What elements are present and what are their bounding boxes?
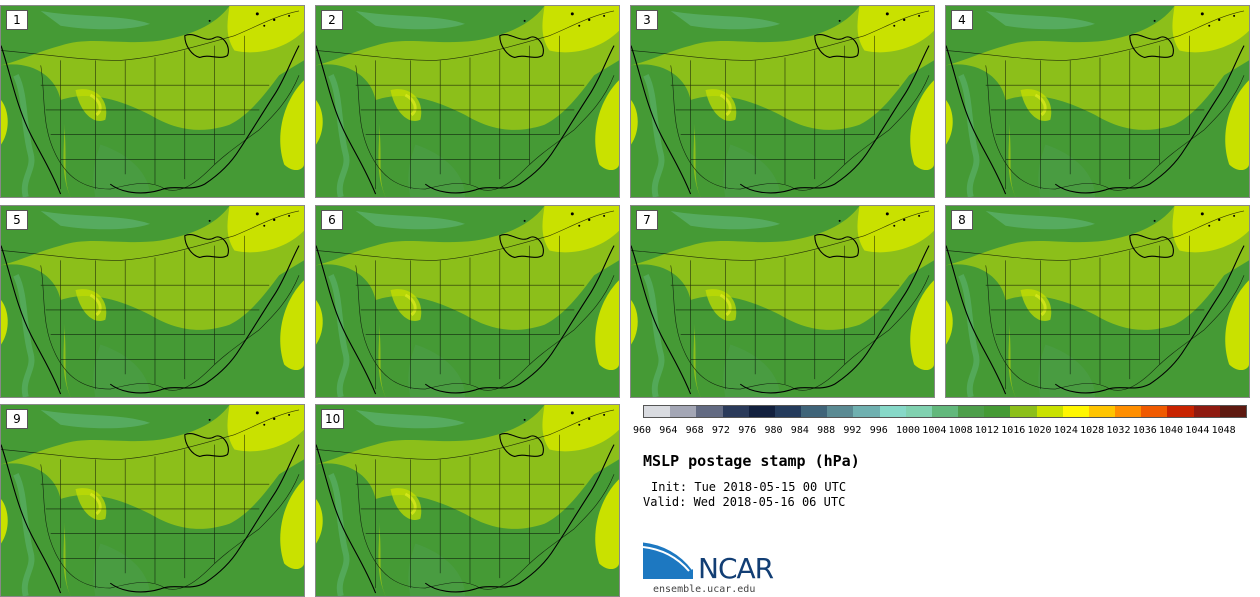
- colorbar-swatch: [1219, 406, 1246, 417]
- ncar-logo-text: NCAR: [698, 552, 774, 585]
- member-number-label: 6: [321, 210, 343, 230]
- colorbar-swatch: [1036, 406, 1063, 417]
- colorbar-tick: 976: [738, 425, 757, 436]
- member-number-label: 1: [6, 10, 28, 30]
- colorbar-swatch: [801, 406, 828, 417]
- ensemble-member-panel: 6: [315, 205, 620, 398]
- colorbar-swatch: [879, 406, 906, 417]
- colorbar-swatch: [748, 406, 775, 417]
- ensemble-member-panel: 9: [0, 404, 305, 597]
- colorbar-tick: 1028: [1080, 425, 1105, 436]
- member-number-label: 9: [6, 409, 28, 429]
- init-time: Init: Tue 2018-05-15 00 UTC: [651, 480, 847, 494]
- colorbar-swatch: [1141, 406, 1168, 417]
- colorbar-swatch: [827, 406, 854, 417]
- ensemble-member-panel: 7: [630, 205, 935, 398]
- colorbar-tick: 1040: [1159, 425, 1184, 436]
- chart-title: MSLP postage stamp (hPa): [643, 452, 860, 470]
- colorbar-tick: 1020: [1027, 425, 1052, 436]
- colorbar-tick: 996: [869, 425, 888, 436]
- colorbar-tick: 1000: [896, 425, 921, 436]
- ensemble-member-panel: 4: [945, 5, 1250, 198]
- colorbar-swatch: [1115, 406, 1142, 417]
- colorbar-swatch: [931, 406, 959, 417]
- colorbar-swatch: [644, 406, 671, 417]
- colorbar-tick: 1016: [1001, 425, 1026, 436]
- colorbar-swatch: [774, 406, 802, 417]
- colorbar-tick: 968: [685, 425, 704, 436]
- ensemble-member-panel: 8: [945, 205, 1250, 398]
- colorbar-swatch: [1010, 406, 1037, 417]
- ensemble-member-panel: 10: [315, 404, 620, 597]
- colorbar-tick: 988: [817, 425, 836, 436]
- colorbar-swatch: [984, 406, 1011, 417]
- member-number-label: 3: [636, 10, 658, 30]
- colorbar-swatch: [905, 406, 932, 417]
- colorbar-tick: 1008: [948, 425, 973, 436]
- member-number-label: 7: [636, 210, 658, 230]
- colorbar-tick: 1024: [1053, 425, 1078, 436]
- colorbar-tick: 980: [764, 425, 783, 436]
- colorbar-swatch: [958, 406, 985, 417]
- member-number-label: 2: [321, 10, 343, 30]
- colorbar-tick: 1048: [1211, 425, 1236, 436]
- ensemble-member-panel: 3: [630, 5, 935, 198]
- member-number-label: 10: [321, 409, 345, 429]
- ensemble-url: ensemble.ucar.edu: [653, 584, 756, 595]
- colorbar-tick: 964: [659, 425, 678, 436]
- ensemble-member-panel: 1: [0, 5, 305, 198]
- colorbar-swatch: [1088, 406, 1116, 417]
- colorbar-swatch: [853, 406, 880, 417]
- colorbar-swatch: [1167, 406, 1194, 417]
- ensemble-member-panel: 2: [315, 5, 620, 198]
- member-number-label: 4: [951, 10, 973, 30]
- colorbar-tick: 984: [790, 425, 809, 436]
- colorbar-swatch: [722, 406, 749, 417]
- ensemble-member-panel: 5: [0, 205, 305, 398]
- colorbar-tick: 992: [843, 425, 862, 436]
- colorbar-swatch: [1062, 406, 1089, 417]
- colorbar-tick: 1044: [1185, 425, 1210, 436]
- pressure-colorbar: [643, 405, 1247, 418]
- member-number-label: 8: [951, 210, 973, 230]
- colorbar-tick: 1036: [1132, 425, 1157, 436]
- colorbar-swatch: [696, 406, 723, 417]
- ncar-logo-icon: [643, 541, 695, 579]
- member-number-label: 5: [6, 210, 28, 230]
- colorbar-tick: 1032: [1106, 425, 1131, 436]
- colorbar-tick: 972: [711, 425, 730, 436]
- colorbar-swatch: [1193, 406, 1220, 417]
- colorbar-tick: 1004: [922, 425, 947, 436]
- valid-time: Valid: Wed 2018-05-16 06 UTC: [643, 495, 846, 509]
- colorbar-tick: 960: [633, 425, 652, 436]
- colorbar-swatch: [670, 406, 697, 417]
- colorbar-tick-labels: 960 964 968 972 976 980 984 988 992 996 1000 1004 10…: [633, 425, 1253, 439]
- colorbar-tick: 1012: [974, 425, 999, 436]
